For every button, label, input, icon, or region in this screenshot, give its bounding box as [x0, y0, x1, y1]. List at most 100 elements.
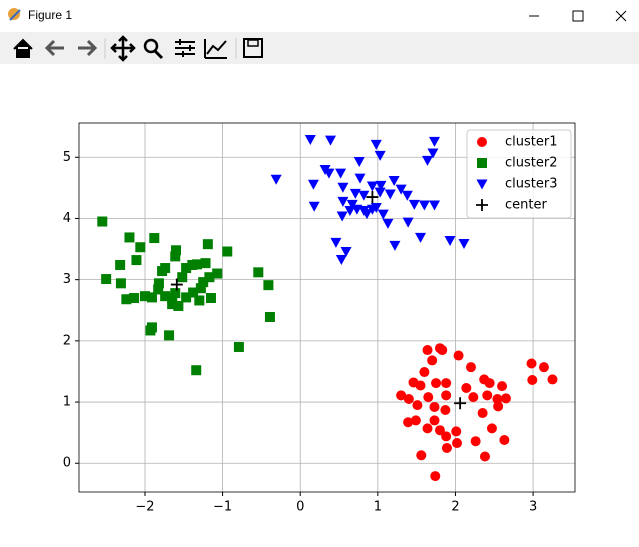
point	[403, 417, 414, 428]
point	[366, 191, 379, 204]
point	[139, 291, 150, 302]
point	[422, 345, 433, 356]
point	[222, 246, 233, 257]
point	[253, 267, 264, 278]
point	[146, 292, 157, 303]
point	[358, 190, 370, 201]
point	[431, 378, 442, 389]
point	[389, 240, 401, 251]
point	[415, 232, 427, 243]
title-bar: Figure 1	[0, 0, 639, 32]
point	[366, 204, 378, 215]
y-tick-label: 3	[63, 272, 71, 287]
point	[396, 390, 407, 401]
point	[191, 365, 202, 376]
point	[454, 397, 467, 410]
point	[437, 345, 448, 356]
point	[135, 242, 146, 253]
point	[410, 415, 421, 426]
x-tick-label: 3	[529, 500, 537, 515]
point	[115, 259, 126, 270]
close[interactable]	[615, 10, 627, 22]
save-button[interactable]	[243, 38, 263, 58]
point	[97, 216, 108, 227]
window-title: Figure 1	[28, 8, 73, 22]
point	[308, 201, 320, 212]
point	[382, 218, 394, 229]
point	[173, 300, 184, 311]
point	[499, 434, 510, 445]
point	[129, 293, 140, 304]
edit-button[interactable]	[204, 39, 227, 59]
point	[170, 278, 183, 291]
point	[264, 311, 275, 322]
point	[160, 263, 171, 274]
point	[167, 293, 178, 304]
legend-marker	[476, 179, 488, 190]
point	[344, 206, 356, 217]
x-tick-label: −2	[135, 500, 154, 515]
point	[124, 232, 135, 243]
point	[451, 426, 462, 437]
point	[205, 293, 216, 304]
y-tick-label: 5	[63, 150, 71, 165]
configure-button[interactable]	[175, 39, 195, 57]
zoom-button[interactable]	[143, 38, 164, 60]
point	[403, 393, 414, 404]
point	[153, 284, 164, 295]
point	[354, 173, 366, 184]
point	[353, 157, 365, 168]
point	[195, 283, 206, 294]
point	[453, 350, 464, 361]
point	[444, 235, 456, 246]
point	[452, 438, 463, 449]
forward-button[interactable]	[78, 39, 98, 57]
point	[429, 415, 440, 426]
home-button[interactable]	[13, 38, 33, 58]
point	[470, 436, 481, 447]
point	[486, 423, 497, 434]
x-tick-label: 0	[296, 500, 304, 515]
point	[337, 196, 349, 207]
point	[115, 278, 126, 289]
point	[330, 237, 342, 248]
point	[374, 150, 386, 161]
axes-frame	[78, 122, 576, 493]
point	[526, 358, 537, 369]
toolbar-icons	[13, 35, 263, 62]
point	[167, 299, 178, 310]
point	[441, 390, 452, 401]
point	[171, 245, 182, 256]
point	[479, 451, 490, 462]
point	[131, 255, 142, 266]
window-controls[interactable]	[509, 0, 639, 32]
point	[270, 174, 282, 185]
x-tick-label: 1	[374, 500, 382, 515]
point	[366, 181, 378, 192]
point	[384, 189, 396, 200]
point	[415, 380, 426, 391]
point	[493, 401, 504, 412]
back-button[interactable]	[44, 39, 64, 57]
maximize[interactable]	[572, 10, 584, 22]
point	[191, 259, 202, 270]
point	[149, 233, 160, 244]
pan-button[interactable]	[110, 35, 136, 62]
point	[336, 211, 348, 222]
point	[430, 471, 441, 482]
point	[429, 136, 441, 147]
point	[304, 135, 316, 146]
point	[441, 442, 452, 453]
toolbar	[0, 32, 639, 64]
point	[200, 258, 211, 269]
point	[408, 199, 420, 210]
point	[500, 393, 511, 404]
point	[434, 425, 445, 436]
point	[482, 390, 493, 401]
point	[484, 378, 495, 389]
point	[441, 431, 452, 442]
legend-marker	[476, 199, 488, 211]
y-tick-label: 4	[63, 211, 71, 226]
point	[422, 423, 433, 434]
